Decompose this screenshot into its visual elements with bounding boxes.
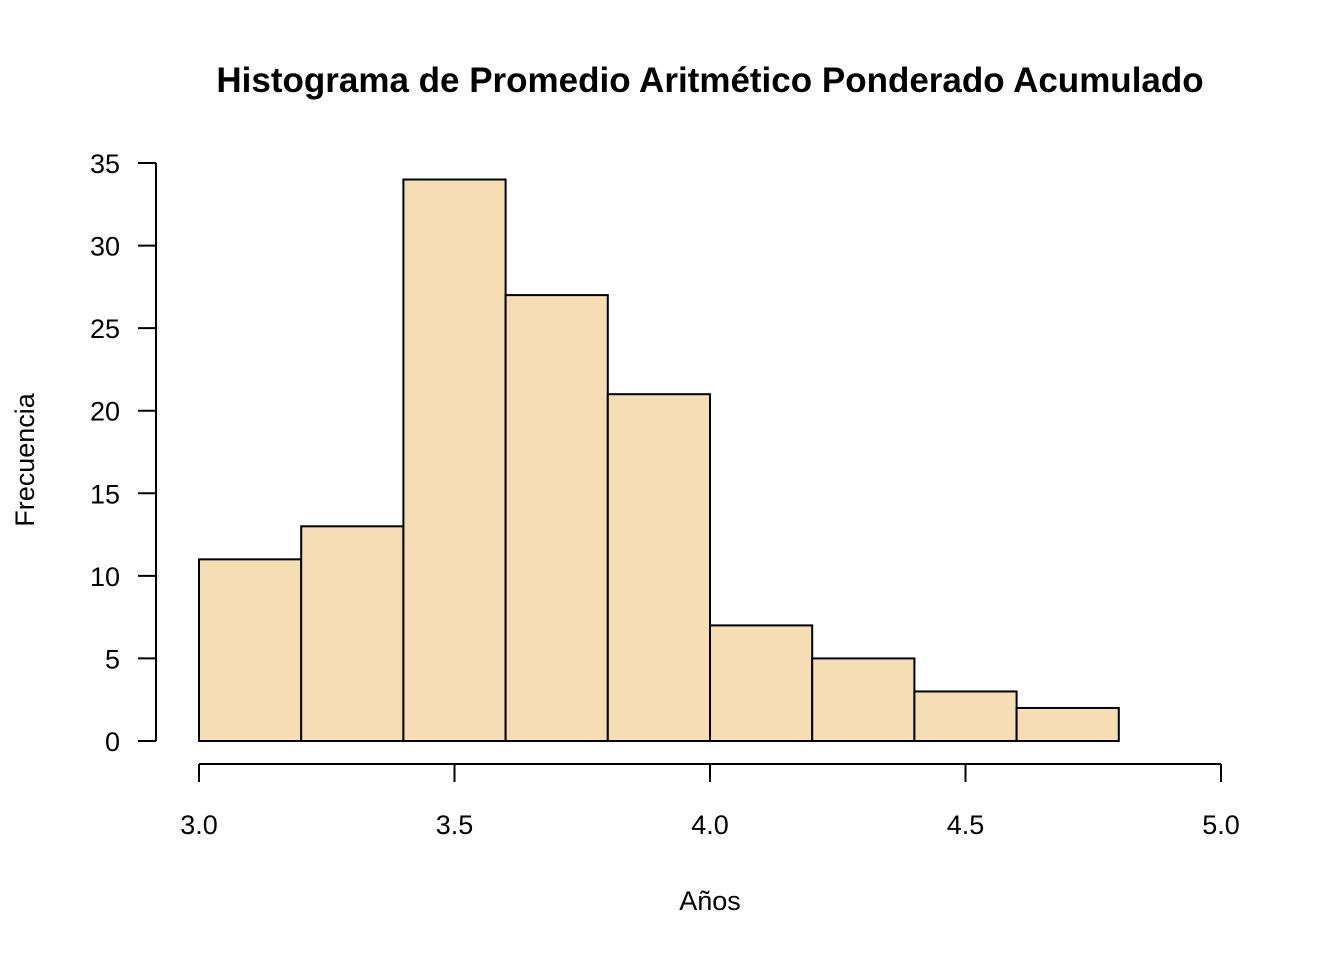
histogram-bar-2 xyxy=(402,178,507,742)
histogram-bar-6 xyxy=(811,657,916,743)
histogram-bar-0 xyxy=(198,558,303,742)
x-tick-label-1: 3.5 xyxy=(436,810,474,840)
y-tick-label-0: 0 xyxy=(105,727,120,757)
x-tick-label-0: 3.0 xyxy=(180,810,218,840)
y-tick-label-7: 35 xyxy=(90,149,120,179)
y-tick-label-3: 15 xyxy=(90,479,120,509)
y-tick-label-6: 30 xyxy=(90,232,120,262)
histogram-bar-7 xyxy=(913,690,1018,743)
y-axis-title: Frecuencia xyxy=(10,392,40,527)
x-tick-label-2: 4.0 xyxy=(691,810,729,840)
bars-group xyxy=(198,178,1120,743)
histogram-bar-1 xyxy=(300,525,405,742)
histogram-bar-3 xyxy=(504,294,609,742)
x-axis-title: Años xyxy=(679,886,741,916)
histogram-bar-5 xyxy=(709,624,814,743)
y-tick-label-4: 20 xyxy=(90,397,120,427)
histogram-bar-4 xyxy=(606,393,711,742)
y-tick-label-2: 10 xyxy=(90,562,120,592)
x-tick-label-4: 5.0 xyxy=(1202,810,1240,840)
y-axis: 0 5 10 15 20 25 30 35 xyxy=(90,149,157,757)
chart-title: Histograma de Promedio Aritmético Ponder… xyxy=(216,61,1203,100)
x-tick-label-3: 4.5 xyxy=(947,810,985,840)
histogram-bar-8 xyxy=(1015,706,1120,743)
y-tick-label-5: 25 xyxy=(90,314,120,344)
y-tick-label-1: 5 xyxy=(105,644,120,674)
x-axis: 3.0 3.5 4.0 4.5 5.0 xyxy=(180,763,1240,840)
